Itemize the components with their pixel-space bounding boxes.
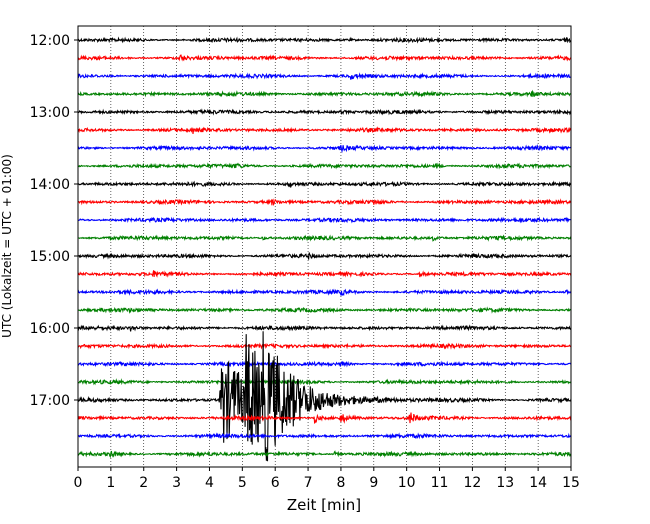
trace-line: [77, 108, 572, 116]
y-tick-label: 14:00: [30, 177, 70, 193]
x-tick-label: 7: [304, 475, 313, 491]
x-tick-label: 1: [106, 475, 115, 491]
x-tick-label: 2: [139, 475, 148, 491]
x-tick-layer: 0 1 2 3 4 5 6 7 8 9 10 11 12 13 14 15: [74, 467, 580, 491]
trace-line: [77, 36, 572, 44]
trace-line: [77, 324, 572, 332]
trace-layer: [77, 36, 572, 462]
x-tick-label: 11: [431, 475, 449, 491]
trace-line: [77, 198, 572, 206]
trace-line: [77, 143, 572, 154]
trace-line: [77, 72, 572, 80]
x-tick-label: 6: [271, 475, 280, 491]
x-tick-label: 8: [336, 475, 345, 491]
y-tick-label: 13:00: [30, 105, 70, 121]
trace-line: [77, 342, 572, 350]
y-tick-layer: 12:00 13:00 14:00 15:00 16:00 17:00: [30, 33, 78, 409]
trace-line: [77, 162, 572, 170]
trace-line: [77, 89, 572, 98]
x-tick-label: 15: [562, 475, 580, 491]
trace-line: [77, 126, 572, 134]
trace-line: [77, 234, 572, 242]
trace-line: [77, 288, 572, 297]
x-tick-label: 0: [74, 475, 83, 491]
trace-line: [77, 252, 572, 260]
x-tick-label: 3: [172, 475, 181, 491]
trace-line: [77, 270, 572, 278]
plot-frame: [77, 25, 572, 468]
trace-line: [77, 331, 572, 462]
x-axis-label: Zeit [min]: [287, 496, 361, 514]
trace-line: [78, 306, 572, 315]
y-tick-label: 15:00: [30, 249, 70, 265]
trace-line: [77, 54, 572, 62]
x-tick-label: 13: [496, 475, 514, 491]
trace-line: [77, 450, 572, 459]
y-tick-label: 17:00: [30, 393, 70, 409]
trace-line: [77, 180, 572, 189]
x-tick-label: 5: [238, 475, 247, 491]
x-tick-label: 10: [398, 475, 416, 491]
x-tick-label: 14: [529, 475, 547, 491]
trace-line: [77, 378, 572, 386]
y-tick-label: 12:00: [30, 33, 70, 49]
trace-line: [77, 216, 572, 224]
trace-line: [77, 412, 572, 424]
y-tick-label: 16:00: [30, 321, 70, 337]
trace-line: [77, 431, 572, 440]
trace-line: [77, 360, 572, 368]
x-tick-label: 4: [205, 475, 214, 491]
y-axis-label: UTC (Lokalzeit = UTC + 01:00): [0, 154, 14, 338]
x-tick-label: 12: [463, 475, 481, 491]
x-tick-label: 9: [369, 475, 378, 491]
